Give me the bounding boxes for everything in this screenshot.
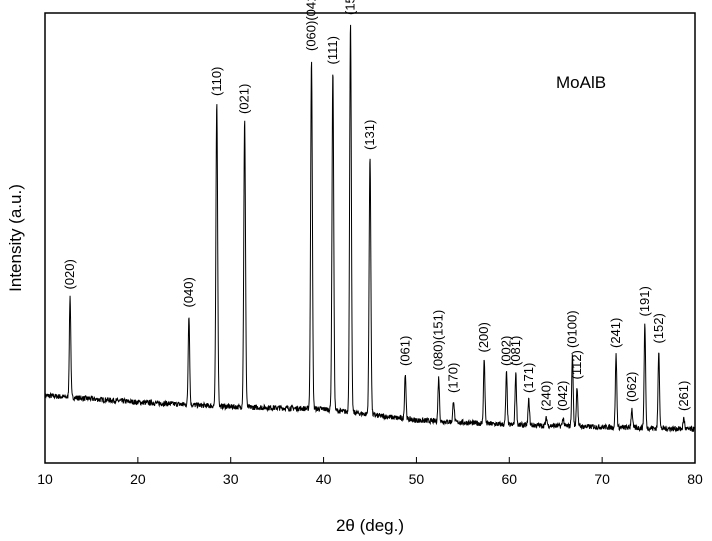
- x-tick-label: 60: [501, 471, 517, 487]
- x-tick-label: 10: [37, 471, 53, 487]
- peak-label: (241): [608, 318, 623, 348]
- xrd-pattern-line: [44, 24, 696, 433]
- peak-label: (110): [209, 67, 224, 96]
- x-axis-tick-labels: 10 20 30 40 50 60 70 80: [37, 471, 703, 487]
- peak-label: (062): [624, 372, 639, 402]
- x-tick-label: 50: [409, 471, 425, 487]
- peak-label: (112): [569, 350, 584, 379]
- peak-label: (021): [237, 84, 252, 114]
- peak-label: (240): [538, 381, 553, 411]
- peak-label: (170): [446, 363, 461, 393]
- peak-labels: (020) (040) (110) (021) (060)(041) (111) (150)…: [62, 0, 691, 411]
- peak-label: (020): [62, 259, 77, 289]
- x-axis-ticks: [44, 457, 696, 463]
- plot-frame: [44, 12, 696, 464]
- peak-label: (081): [508, 336, 523, 366]
- peak-label: (111): [325, 36, 340, 64]
- x-tick-label: 20: [130, 471, 146, 487]
- x-axis-title: 2θ (deg.): [336, 516, 404, 535]
- peak-label: (152): [651, 313, 666, 343]
- peak-label: (002): [499, 336, 514, 366]
- peak-label: (060)(041): [304, 0, 319, 51]
- peak-label: (191): [637, 286, 652, 316]
- y-axis-title: Intensity (a.u.): [6, 184, 25, 292]
- peak-label: (061): [397, 336, 412, 366]
- peak-label: (171): [521, 363, 536, 393]
- peak-label: (0100): [564, 310, 579, 348]
- x-tick-label: 30: [223, 471, 239, 487]
- x-tick-label: 40: [316, 471, 332, 487]
- peak-label: (042): [555, 381, 570, 411]
- peak-label: (040): [181, 277, 196, 307]
- x-tick-label: 70: [594, 471, 610, 487]
- peak-label: (261): [676, 381, 691, 411]
- peak-label: (080)(151): [431, 310, 446, 371]
- x-tick-label: 80: [687, 471, 703, 487]
- peak-label: (150): [343, 0, 358, 15]
- peak-label: (131): [362, 120, 377, 150]
- peak-label: (200): [476, 322, 491, 352]
- sample-label: MoAlB: [556, 73, 606, 92]
